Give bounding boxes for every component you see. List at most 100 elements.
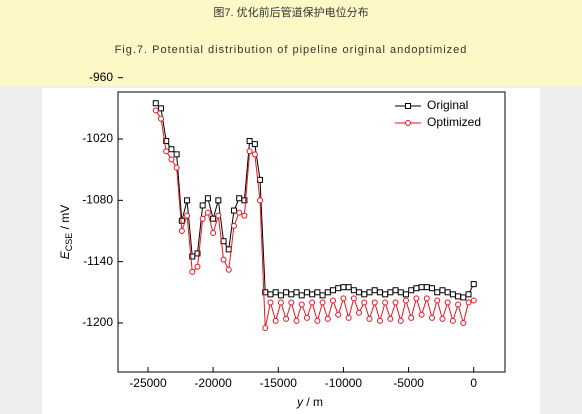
data-point [413, 295, 420, 302]
data-point [444, 289, 451, 296]
legend-marker [405, 103, 411, 109]
data-point [460, 294, 467, 301]
data-point [434, 297, 441, 304]
caption-zh: 图7. 优化前后管道保护电位分布 [213, 7, 369, 19]
data-point [413, 285, 420, 292]
data-point [434, 289, 441, 296]
y-tick-label: -1080 [82, 192, 113, 206]
data-point [392, 299, 399, 306]
data-point [397, 289, 404, 296]
y-label-unit: / mV [58, 205, 72, 233]
data-point [241, 212, 248, 219]
data-point [330, 297, 336, 304]
data-point [277, 292, 284, 299]
data-point [397, 317, 404, 324]
x-tick-label: -5000 [393, 376, 424, 390]
data-point [283, 315, 290, 322]
x-tick-label: -15000 [260, 376, 298, 390]
data-point [199, 202, 206, 209]
x-label-symbol: y [296, 395, 304, 409]
data-point [215, 212, 222, 219]
data-point [439, 315, 446, 322]
data-point [439, 287, 446, 294]
data-point [184, 197, 191, 204]
data-point [288, 291, 295, 298]
data-point [340, 295, 347, 302]
data-point [371, 299, 378, 306]
legend-label: Original [427, 98, 468, 112]
data-point [314, 289, 321, 296]
data-point [168, 146, 175, 153]
data-point [272, 317, 279, 324]
data-point [293, 317, 300, 324]
y-label-symbol: E [58, 250, 72, 259]
plot-frame [117, 91, 506, 373]
data-point [382, 299, 389, 306]
data-point [230, 222, 237, 229]
data-point [345, 284, 352, 291]
data-point [382, 291, 389, 298]
data-point [236, 209, 243, 216]
data-point [152, 107, 159, 114]
data-point [189, 253, 196, 260]
legend-label: Optimized [427, 115, 481, 129]
y-axis-label: ECSE / mV [58, 205, 74, 260]
data-point [168, 156, 175, 163]
data-point [257, 197, 264, 204]
data-point [423, 284, 430, 291]
data-point [241, 197, 248, 204]
data-point [402, 291, 409, 298]
data-point [283, 289, 290, 296]
data-point [465, 299, 472, 306]
data-point [408, 314, 415, 321]
data-point [470, 297, 477, 304]
data-point [429, 314, 436, 321]
data-point [152, 100, 159, 107]
data-point [303, 314, 310, 321]
data-point [455, 301, 462, 308]
data-point [350, 287, 357, 294]
data-point [345, 314, 352, 321]
data-point [309, 291, 316, 298]
data-point [350, 295, 357, 302]
caption-en: Fig.7. Potential distribution of pipelin… [114, 44, 468, 56]
data-point [293, 289, 300, 296]
data-point [444, 299, 451, 306]
x-tick-label: -20000 [194, 376, 232, 390]
data-point [204, 209, 211, 216]
data-point [449, 291, 456, 298]
data-point [163, 148, 170, 155]
data-point [236, 195, 243, 202]
data-point [267, 299, 274, 306]
data-point [324, 315, 331, 322]
data-point [267, 291, 274, 298]
data-point [366, 289, 373, 296]
data-point [356, 289, 363, 296]
data-point [324, 289, 331, 296]
data-point [277, 299, 284, 306]
data-point [387, 289, 394, 296]
data-point [288, 299, 295, 306]
data-point [314, 317, 321, 324]
data-point [251, 151, 258, 158]
data-point [460, 319, 467, 326]
data-point [319, 292, 326, 299]
data-point [423, 295, 430, 302]
y-label-subscript: CSE [64, 233, 74, 252]
chart-panel [42, 88, 540, 414]
y-tick-label: -960 [89, 70, 113, 84]
data-point [361, 299, 368, 306]
data-point [178, 217, 185, 224]
data-point [251, 141, 258, 148]
data-point [158, 105, 164, 112]
data-point [392, 287, 399, 294]
data-point [361, 291, 368, 298]
data-point [376, 317, 383, 324]
data-point [178, 227, 185, 234]
data-point [376, 289, 383, 296]
data-point [371, 287, 378, 294]
data-point [418, 284, 425, 291]
x-axis-label: y / m [296, 395, 323, 409]
data-point [429, 285, 436, 292]
